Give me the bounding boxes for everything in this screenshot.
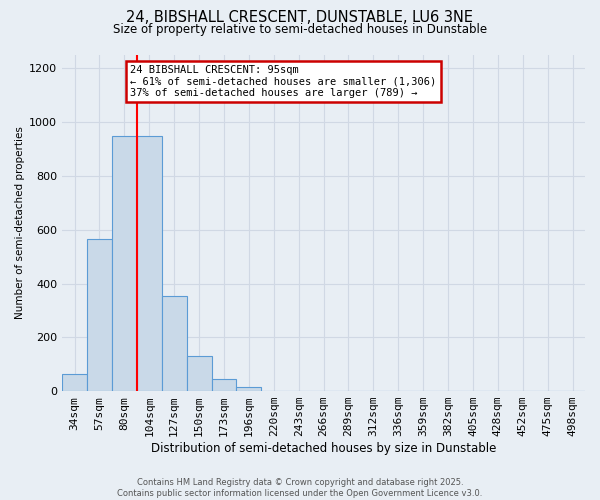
Bar: [62, 374, 87, 391]
Text: 24 BIBSHALL CRESCENT: 95sqm
← 61% of semi-detached houses are smaller (1,306)
37: 24 BIBSHALL CRESCENT: 95sqm ← 61% of sem…: [130, 65, 436, 98]
Bar: [137, 136, 162, 391]
Bar: [187, 356, 212, 391]
Bar: [236, 387, 262, 391]
Text: 24, BIBSHALL CRESCENT, DUNSTABLE, LU6 3NE: 24, BIBSHALL CRESCENT, DUNSTABLE, LU6 3N…: [127, 10, 473, 25]
Bar: [87, 239, 112, 391]
Y-axis label: Number of semi-detached properties: Number of semi-detached properties: [15, 126, 25, 320]
Text: Size of property relative to semi-detached houses in Dunstable: Size of property relative to semi-detach…: [113, 22, 487, 36]
Bar: [212, 379, 236, 391]
Text: Contains HM Land Registry data © Crown copyright and database right 2025.
Contai: Contains HM Land Registry data © Crown c…: [118, 478, 482, 498]
Bar: [112, 136, 137, 391]
Bar: [162, 296, 187, 391]
X-axis label: Distribution of semi-detached houses by size in Dunstable: Distribution of semi-detached houses by …: [151, 442, 496, 455]
